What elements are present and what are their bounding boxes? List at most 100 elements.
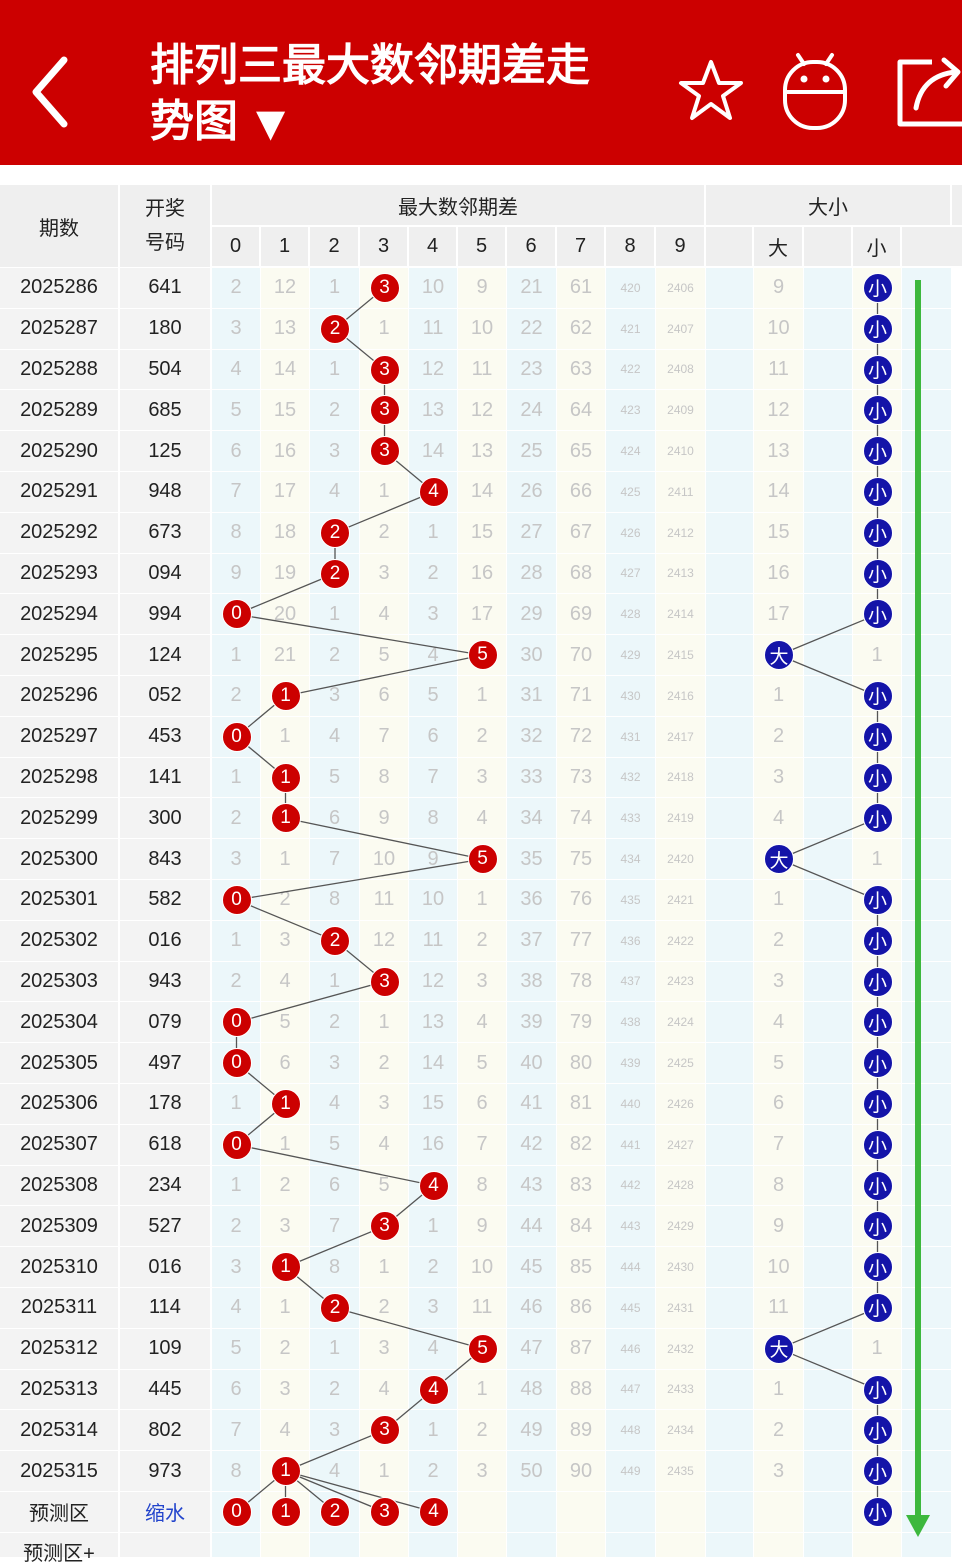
predict-diff-cell-8[interactable] xyxy=(606,1492,655,1532)
period-cell: 2025286 xyxy=(0,268,118,308)
page-title[interactable]: 排列三最大数邻期差走 势图 ▼ xyxy=(150,38,650,151)
diff-hit-ball: 0 xyxy=(221,1129,252,1160)
diff-hit-ball: 3 xyxy=(369,395,400,426)
predict-size-cell-2[interactable] xyxy=(804,1492,852,1532)
diff-cell-4: 1 xyxy=(409,1410,457,1451)
prediction-plus-diff-4[interactable] xyxy=(409,1532,457,1557)
prediction-plus-size-0[interactable] xyxy=(706,1532,753,1557)
prediction-size-ball[interactable]: 小 xyxy=(862,1496,893,1527)
predict-size-cell-1[interactable] xyxy=(754,1492,803,1532)
size-cell-2 xyxy=(804,1084,852,1124)
predict-diff-cell-6[interactable] xyxy=(507,1492,556,1532)
size-cell-1: 10 xyxy=(754,308,803,349)
diff-cell-4: 14 xyxy=(409,431,457,471)
back-arrow-icon[interactable] xyxy=(22,52,82,132)
size-small-ball: 小 xyxy=(862,558,893,589)
diff-cell-5: 16 xyxy=(458,553,506,594)
diff-cell-9: 2414 xyxy=(656,594,705,635)
shrink-link[interactable]: 缩水 xyxy=(120,1492,210,1532)
size-cell-1: 3 xyxy=(754,961,803,1002)
diff-cell-5: 1 xyxy=(458,1369,506,1410)
diff-cell-5: 11 xyxy=(458,349,506,390)
diff-cell-0: 1 xyxy=(212,920,260,961)
diff-cell-1: 4 xyxy=(261,1410,309,1451)
prediction-plus-diff-6[interactable] xyxy=(507,1532,556,1557)
diff-hit-ball: 3 xyxy=(369,966,400,997)
filler-cell xyxy=(952,553,962,594)
diff-cell-1: 3 xyxy=(261,1369,309,1410)
size-cell-0 xyxy=(706,1288,753,1328)
diff-cell-7: 70 xyxy=(557,635,605,675)
prediction-plus-diff-0[interactable] xyxy=(212,1532,260,1557)
prediction-plus-size-2[interactable] xyxy=(804,1532,852,1557)
prediction-plus-diff-5[interactable] xyxy=(458,1532,506,1557)
predict-diff-cell-5[interactable] xyxy=(458,1492,506,1532)
diff-cell-3: 7 xyxy=(360,716,408,757)
size-small-ball: 小 xyxy=(862,1374,893,1405)
prediction-ball[interactable]: 0 xyxy=(221,1496,252,1527)
diff-cell-2: 5 xyxy=(310,757,359,798)
star-icon[interactable] xyxy=(676,50,746,130)
draw-number-cell: 109 xyxy=(120,1328,210,1369)
diff-cell-1: 1 xyxy=(261,1124,309,1165)
diff-cell-9: 2418 xyxy=(656,757,705,798)
prediction-plus-diff-8[interactable] xyxy=(606,1532,655,1557)
size-small-ball: 小 xyxy=(862,1252,893,1283)
diff-cell-8: 443 xyxy=(606,1206,655,1247)
filler-cell xyxy=(952,1165,962,1206)
prediction-plus-diff-2[interactable] xyxy=(310,1532,359,1557)
prediction-ball[interactable]: 3 xyxy=(369,1496,400,1527)
diff-cell-0: 3 xyxy=(212,1247,260,1287)
filler-cell xyxy=(952,635,962,675)
prediction-plus-size-3[interactable] xyxy=(853,1532,901,1557)
diff-hit-ball: 1 xyxy=(270,1252,301,1283)
prediction-plus-size-1[interactable] xyxy=(754,1532,803,1557)
draw-number-cell: 994 xyxy=(120,594,210,635)
size-cell-4 xyxy=(902,1288,951,1328)
diff-cell-0: 1 xyxy=(212,757,260,798)
period-cell: 2025289 xyxy=(0,390,118,431)
diff-cell-0: 8 xyxy=(212,512,260,553)
prediction-plus-diff-3[interactable] xyxy=(360,1532,408,1557)
prediction-plus-diff-9[interactable] xyxy=(656,1532,705,1557)
draw-number-cell: 079 xyxy=(120,1002,210,1043)
diff-cell-0: 2 xyxy=(212,676,260,716)
dropdown-triangle-icon[interactable]: ▼ xyxy=(256,101,286,145)
diff-cell-5: 2 xyxy=(458,716,506,757)
prediction-ball[interactable]: 2 xyxy=(320,1496,350,1527)
share-icon[interactable] xyxy=(892,50,962,130)
size-cell-4 xyxy=(902,635,951,675)
predict-size-cell-4[interactable] xyxy=(902,1492,951,1532)
robot-icon[interactable] xyxy=(780,50,850,134)
diff-cell-4: 6 xyxy=(409,716,457,757)
prediction-plus-diff-7[interactable] xyxy=(557,1532,605,1557)
diff-cell-0: 5 xyxy=(212,390,260,431)
period-cell: 2025314 xyxy=(0,1410,118,1451)
diff-cell-6: 24 xyxy=(507,390,556,431)
period-cell: 2025290 xyxy=(0,431,118,471)
prediction-ball[interactable]: 1 xyxy=(270,1496,301,1527)
diff-cell-8: 435 xyxy=(606,880,655,920)
diff-cell-9: 2423 xyxy=(656,961,705,1002)
size-cell-0 xyxy=(706,1084,753,1124)
diff-cell-4: 11 xyxy=(409,920,457,961)
size-cell-4 xyxy=(902,839,951,879)
diff-cell-9: 2421 xyxy=(656,880,705,920)
diff-cell-2: 1 xyxy=(310,1328,359,1369)
period-cell: 2025287 xyxy=(0,308,118,349)
size-cell-0 xyxy=(706,512,753,553)
col-header-gap2 xyxy=(804,227,851,266)
diff-cell-9: 2428 xyxy=(656,1165,705,1206)
prediction-ball[interactable]: 4 xyxy=(418,1496,449,1527)
prediction-plus-diff-1[interactable] xyxy=(261,1532,309,1557)
period-cell: 2025313 xyxy=(0,1369,118,1410)
predict-size-cell-0[interactable] xyxy=(706,1492,753,1532)
filler-cell xyxy=(952,1369,962,1410)
predict-diff-cell-9[interactable] xyxy=(656,1492,705,1532)
diff-cell-0: 8 xyxy=(212,1451,260,1491)
diff-cell-4: 2 xyxy=(409,1451,457,1491)
diff-cell-4: 1 xyxy=(409,1206,457,1247)
prediction-plus-size-4[interactable] xyxy=(902,1532,951,1557)
predict-diff-cell-7[interactable] xyxy=(557,1492,605,1532)
draw-number-cell: 641 xyxy=(120,268,210,308)
